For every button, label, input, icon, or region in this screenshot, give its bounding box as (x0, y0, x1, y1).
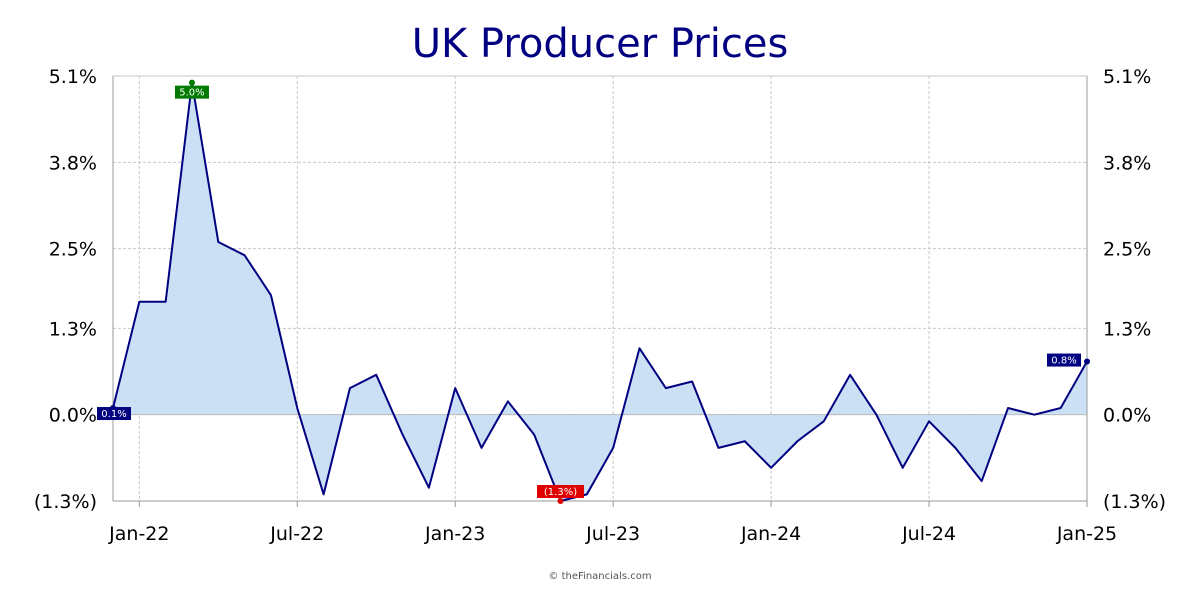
y-tick-label-left: 5.1% (49, 66, 97, 88)
data-point-max (188, 79, 195, 86)
y-tick-label-right: 5.1% (1103, 66, 1151, 88)
data-point-min (557, 498, 564, 504)
annotation-label-last: 0.8% (1051, 356, 1076, 367)
x-tick-label: Jul-23 (585, 523, 640, 545)
credit-text: © theFinancials.com (548, 571, 651, 582)
annotation-label-max: 5.0% (179, 88, 204, 99)
tick-labels: 5.1% 5.1% 3.8% 3.8% 2.5% 2.5% 1.3% 1.3% 0.0% 0.0%… (34, 66, 1166, 545)
annotation-label-min: (1.3%) (544, 487, 577, 498)
y-tick-label-left: 2.5% (49, 239, 97, 261)
x-tick-label: Jul-24 (901, 523, 956, 545)
plot-area (113, 82, 1087, 501)
annotation-box-last (1047, 353, 1081, 367)
y-tick-label-left: 3.8% (49, 152, 97, 174)
axes (112, 76, 1088, 507)
annotation-box-first (97, 407, 131, 421)
x-tick-label: Jul-22 (269, 523, 324, 545)
y-tick-label-right: 1.3% (1103, 318, 1151, 340)
annotations: 0.1% 5.0% (1.3%) 0.8% (97, 85, 1081, 498)
y-tick-label-right: 3.8% (1103, 152, 1151, 174)
annotation-label-first: 0.1% (101, 409, 126, 420)
x-tick-label: Jan-24 (740, 523, 801, 545)
series-line (112, 81, 1088, 502)
y-tick-label-right: 0.0% (1103, 405, 1151, 427)
x-tick-label: Jan-22 (108, 523, 169, 545)
y-tick-label-right: 2.5% (1103, 239, 1151, 261)
area-fill (113, 82, 1087, 501)
y-tick-label-left: (1.3%) (34, 491, 97, 513)
y-tick-label-left: 0.0% (49, 405, 97, 427)
annotation-box-min (537, 485, 585, 498)
y-tick-label-left: 1.3% (49, 318, 97, 340)
y-tick-label-right: (1.3%) (1103, 491, 1166, 513)
x-tick-label: Jan-23 (424, 523, 485, 545)
chart-title: UK Producer Prices (412, 21, 789, 67)
data-point-last (1084, 358, 1090, 365)
annotation-box-max (174, 85, 209, 99)
x-tick-label: Jan-25 (1056, 523, 1117, 545)
